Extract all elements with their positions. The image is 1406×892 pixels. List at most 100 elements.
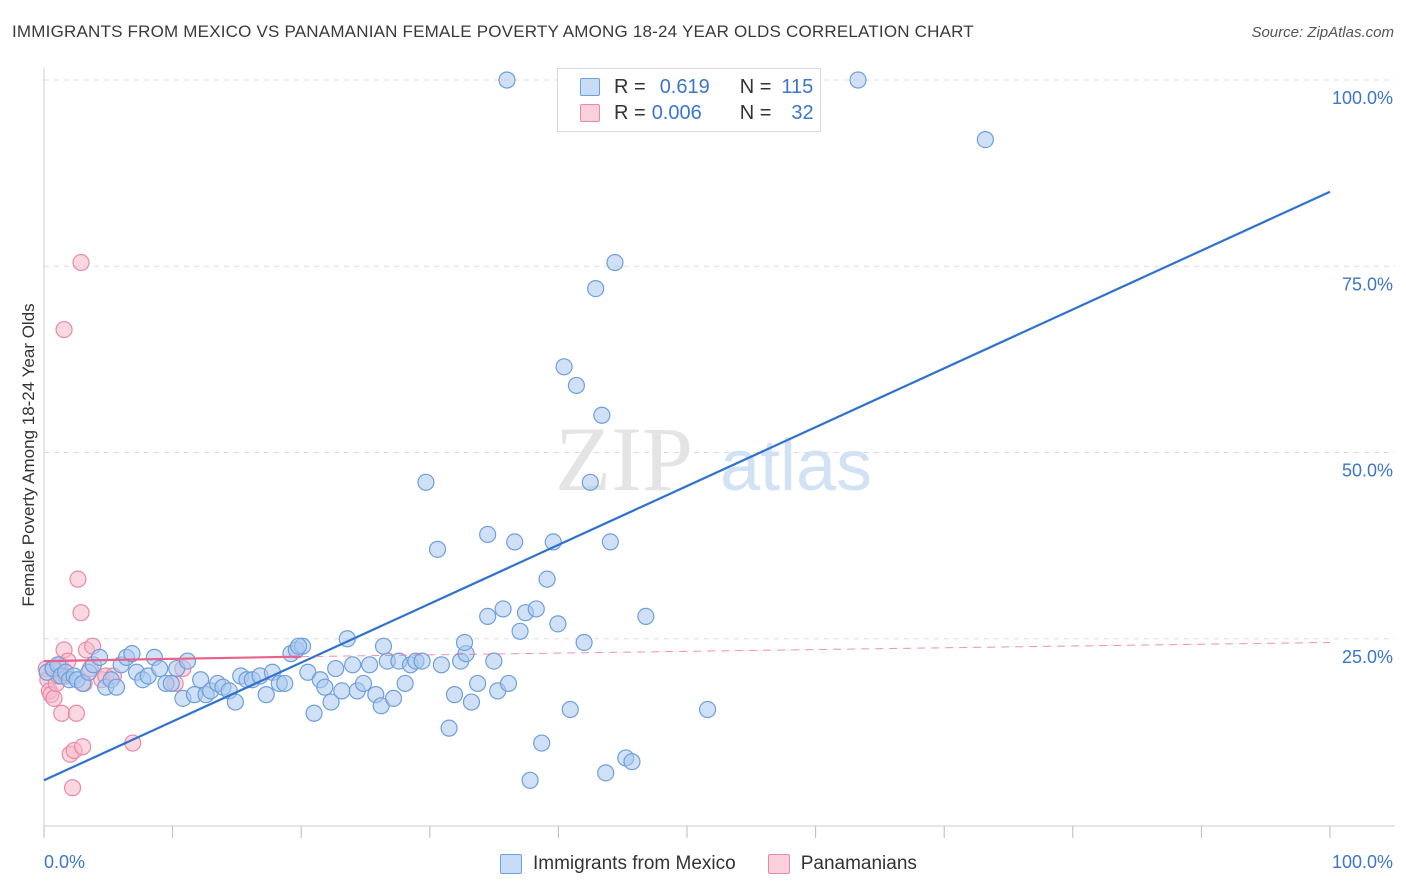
mexico-point [593,406,611,424]
mexico-point [479,525,497,544]
mexico-trend-line [43,190,1331,782]
stats-legend-row-panamanians: R = 0.006 N = 32 [580,100,814,126]
mexico-point [361,656,379,674]
tick-labels: 100.0% 75.0% 50.0% 25.0% 0.0% 100.0% [44,88,1393,872]
y-tick-label: 25.0% [1342,647,1393,667]
mexico-point [440,719,458,737]
mexico-point [354,674,373,693]
mexico-point [498,71,516,89]
mexico-point [485,652,503,670]
mexico-point [299,663,317,681]
chart-title: IMMIGRANTS FROM MEXICO VS PANAMANIAN FEM… [12,22,974,41]
mexico-point [123,645,141,663]
mexico-point [344,656,362,674]
mexico-point [479,607,497,626]
watermark: ZIP atlas [555,408,872,510]
mexico-point [413,652,431,670]
watermark-atlas: atlas [720,426,872,506]
mexico-point [581,473,599,491]
mexico-point [178,652,197,670]
source-label: Source: ZipAtlas.com [1251,24,1394,41]
mexico-point [976,131,994,149]
mexico-point [276,674,294,693]
panamanians-point [73,738,92,756]
panamanians-point [63,779,82,797]
mexico-point [226,693,244,711]
watermark-zip: ZIP [555,408,693,510]
x-tick-label: 0.0% [44,852,85,872]
mexico-point [469,674,487,693]
mexico-point [601,533,619,551]
mexico-point [506,533,524,551]
panamanians-trend-line [43,655,302,663]
x-tick-label: 100.0% [1332,852,1393,872]
trend-lines [43,190,1331,782]
r-label: R = [614,75,646,98]
mexico-point [567,376,586,395]
mexico-point [521,771,539,789]
panamanians-swatch [580,104,600,122]
y-tick-label: 50.0% [1342,461,1393,481]
panamanians-point [67,704,86,722]
mexico-point [374,637,393,655]
mexico-point [432,656,450,674]
mexico-point [372,697,390,715]
n-value: 32 [791,101,814,124]
mexico-swatch [580,78,600,96]
mexico-point [417,473,435,491]
mexico-point [555,358,573,376]
n-value: 115 [781,75,814,98]
mexico-point [162,674,180,693]
mexico-point [597,764,615,782]
stats-legend-row-mexico: R = 0.619 N = 115 [580,74,813,100]
panamanians-legend-swatch [767,854,790,874]
mexico-point [494,600,512,618]
r-value: 0.006 [651,101,702,124]
grid-lines [44,79,1395,640]
panamanians-point [69,570,87,588]
series-legend: Immigrants from Mexico Panamanians [500,850,917,878]
mexico-point [462,693,481,711]
mexico-point [606,253,624,272]
panamanians-points [37,253,192,797]
mexico-point [290,637,308,655]
panamanians-point [55,320,73,339]
mexico-point [455,633,474,652]
panamanians-point [72,253,90,272]
mexico-point [511,622,529,640]
panamanians-point [53,704,71,722]
mexico-point [533,734,551,752]
mexico-point [499,674,518,693]
n-label: N = [739,75,772,98]
mexico-point [538,570,556,588]
mexico-point [90,648,109,666]
mexico-point [316,678,334,696]
mexico-point [333,682,351,700]
n-label: N = [739,101,772,124]
mexico-point [587,280,605,298]
mexico-point [322,693,340,711]
mexico-point [575,633,593,652]
mexico-legend-label: Immigrants from Mexico [533,853,736,874]
mexico-point [428,540,447,558]
stats-legend: R = 0.619 N = 115 R = 0.006 N = 32 [557,68,821,132]
mexico-point [623,753,641,771]
r-label: R = [614,101,646,124]
y-axis-label: Female Poverty Among 18-24 Year Olds [19,303,38,606]
mexico-point [396,674,414,693]
mexico-point [107,678,126,696]
mexico-point [637,607,655,626]
y-tick-label: 100.0% [1332,88,1393,108]
mexico-point [192,671,210,689]
mexico-point [527,600,545,618]
mexico-point [305,704,323,722]
mexico-point [151,659,169,678]
mexico-legend-swatch [500,854,522,874]
mexico-point [849,71,867,89]
mexico-point [549,615,567,633]
panamanians-trend-extension [301,641,1331,658]
panamanians-point [45,689,63,707]
panamanians-legend-label: Panamanians [800,853,917,874]
r-value: 0.619 [659,75,710,98]
